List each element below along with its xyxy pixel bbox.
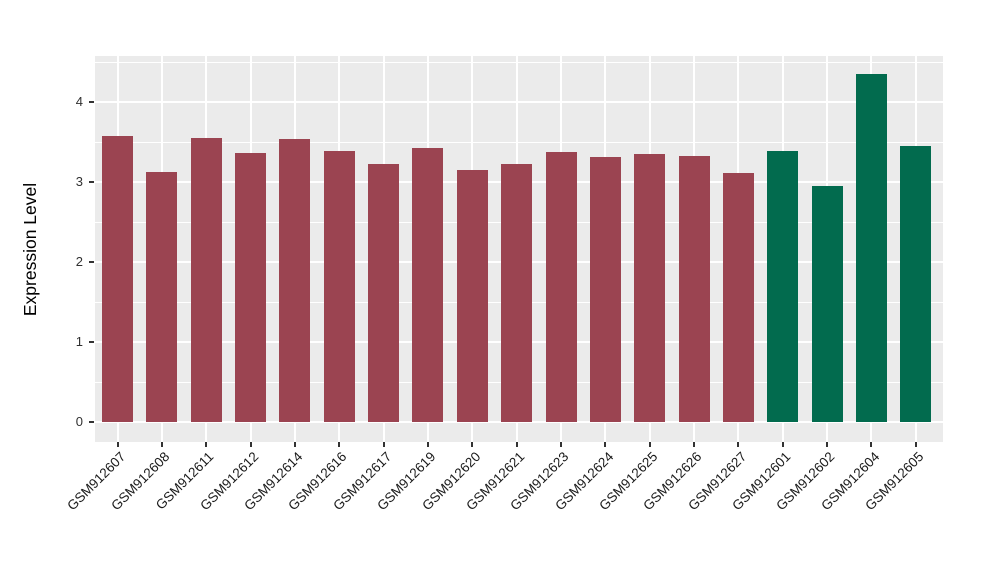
y-tick-label: 2 [75, 254, 83, 269]
y-tick-mark [89, 181, 94, 183]
bar [279, 138, 311, 422]
bar [501, 163, 533, 422]
gridline-minor-horizontal [95, 142, 943, 143]
y-tick-label: 0 [75, 414, 83, 429]
x-tick-mark [914, 442, 917, 447]
bar [102, 135, 133, 422]
x-tick-mark [826, 442, 829, 447]
x-tick-mark [426, 442, 429, 447]
plot-panel [95, 56, 943, 442]
bar [190, 138, 222, 422]
bar [545, 152, 577, 422]
bar [722, 173, 754, 422]
gridline-minor-horizontal [95, 62, 943, 63]
bar [855, 74, 887, 422]
y-axis-title: Expression Level [20, 182, 41, 316]
x-tick-mark [205, 442, 208, 447]
bar [900, 146, 932, 422]
bar [678, 155, 710, 422]
bar [323, 150, 355, 422]
y-tick-mark [89, 341, 94, 343]
bar [634, 154, 666, 422]
x-tick-mark [737, 442, 740, 447]
bar [235, 153, 267, 422]
y-tick-mark [89, 421, 94, 423]
x-tick-mark [560, 442, 562, 447]
x-tick-mark [116, 442, 119, 447]
x-tick-mark [781, 442, 784, 447]
bar [811, 186, 843, 422]
bar [456, 170, 488, 422]
x-tick-mark [471, 442, 474, 447]
x-tick-mark [293, 442, 296, 447]
y-tick-label: 1 [75, 334, 83, 349]
bar [368, 164, 400, 422]
y-tick-mark [89, 101, 94, 103]
x-tick-mark [604, 442, 607, 447]
gridline-major-horizontal [95, 421, 943, 423]
x-tick-mark [338, 442, 341, 447]
x-tick-mark [515, 442, 518, 447]
bar [146, 172, 178, 422]
y-tick-mark [89, 261, 94, 263]
x-tick-mark [382, 442, 385, 447]
bar [767, 150, 799, 422]
gridline-major-horizontal [95, 101, 943, 103]
y-tick-label: 3 [75, 174, 83, 189]
x-tick-mark [160, 442, 163, 447]
x-tick-mark [648, 442, 651, 447]
x-tick-mark [870, 442, 873, 447]
x-tick-mark [693, 442, 696, 447]
bar [589, 157, 621, 422]
bar [412, 148, 444, 422]
y-tick-label: 4 [75, 94, 83, 109]
x-tick-mark [249, 442, 252, 447]
y-axis-title-area: Expression Level [14, 56, 48, 442]
